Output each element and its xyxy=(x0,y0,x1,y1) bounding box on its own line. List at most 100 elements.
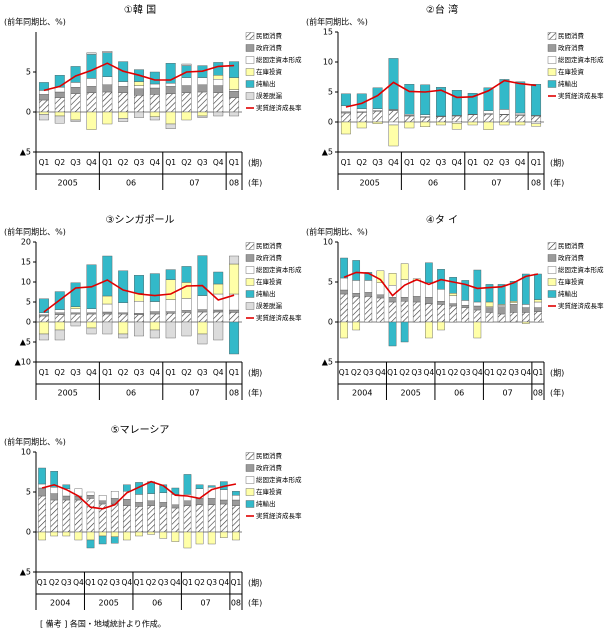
bar-segment xyxy=(54,329,65,341)
bar-segment xyxy=(229,309,240,313)
y-tick-label: 5 xyxy=(26,488,31,497)
y-tick-label: 10 xyxy=(323,58,333,67)
bar-segment xyxy=(183,500,192,506)
bar-segment xyxy=(70,111,81,121)
bar-segment xyxy=(165,123,176,130)
year-label: 2005 xyxy=(58,179,78,188)
year-label: 2005 xyxy=(401,389,421,398)
legend-swatch xyxy=(245,32,255,40)
bar-segment xyxy=(499,79,510,110)
bar-segment xyxy=(388,273,397,286)
legend-label: 政府消費 xyxy=(558,253,585,262)
chart-title: ②台 湾 xyxy=(426,3,458,16)
bar-segment xyxy=(388,110,399,123)
year-label: 06 xyxy=(454,389,464,398)
bar-segment xyxy=(436,116,446,123)
bar-segment xyxy=(229,111,240,117)
year-label: 2004 xyxy=(50,599,70,608)
bar-segment xyxy=(149,321,160,331)
bar-segment xyxy=(54,97,65,113)
bar-segment xyxy=(483,87,494,111)
legend-swatch xyxy=(245,56,255,64)
bar-segment xyxy=(70,86,81,94)
x-tick-label: Q3 xyxy=(158,578,169,587)
legend-swatch xyxy=(245,44,255,52)
legend-swatch xyxy=(245,464,255,472)
bar-segment xyxy=(521,321,530,324)
bar-segment xyxy=(38,90,49,95)
bar-segment xyxy=(38,487,46,497)
bar-segment xyxy=(207,498,216,505)
bar-segment xyxy=(372,87,383,110)
bar-segment xyxy=(165,313,176,323)
bar-segment xyxy=(372,108,383,111)
bar-segment xyxy=(534,299,542,303)
bar-segment xyxy=(102,303,113,313)
y-axis-label: (前年同期比、%) xyxy=(4,17,66,27)
x-unit: (期) xyxy=(248,159,262,168)
y-tick-label: 20 xyxy=(21,238,31,247)
bar-segment xyxy=(98,531,107,537)
bar-segment xyxy=(340,289,348,295)
legend-label: 実質経済成長率 xyxy=(256,511,302,520)
bar-segment xyxy=(165,82,176,87)
legend-label: 民間消費 xyxy=(256,31,283,40)
bar-segment xyxy=(50,531,59,537)
x-tick-label: Q2 xyxy=(496,368,507,377)
bar-segment xyxy=(181,63,192,66)
bar-segment xyxy=(531,121,542,124)
bar-segment xyxy=(86,52,97,55)
bar-segment xyxy=(197,295,208,310)
legend-label: 民間消費 xyxy=(256,241,283,250)
year-label: 07 xyxy=(503,389,513,398)
bar-segment xyxy=(147,500,155,506)
bar-segment xyxy=(449,293,457,296)
bar-segment xyxy=(436,121,446,126)
x-tick-label: Q1 xyxy=(229,158,240,167)
bar-segment xyxy=(400,321,409,343)
bar-segment xyxy=(425,303,433,323)
bar-segment xyxy=(356,112,367,123)
bar-segment xyxy=(165,299,176,312)
legend-swatch xyxy=(245,254,255,262)
bar-segment xyxy=(461,280,470,301)
legend-label: 在庫投資 xyxy=(256,487,283,496)
year-label: 06 xyxy=(126,179,136,188)
bar-segment xyxy=(207,504,216,533)
bar-segment xyxy=(159,531,168,539)
bar-segment xyxy=(232,531,240,541)
bar-segment xyxy=(38,333,49,341)
bar-segment xyxy=(86,498,95,533)
bar-segment xyxy=(213,78,224,86)
bar-segment xyxy=(420,116,431,123)
x-tick-label: Q2 xyxy=(49,578,60,587)
bar-segment xyxy=(483,110,494,114)
legend-swatch xyxy=(245,476,255,484)
growth-line xyxy=(43,62,235,92)
bar-segment xyxy=(54,74,65,88)
year-label: 2005 xyxy=(99,599,119,608)
bar-segment xyxy=(134,81,144,86)
bar-segment xyxy=(181,321,192,337)
bar-segment xyxy=(86,491,95,496)
year-label: 07 xyxy=(189,389,199,398)
bar-segment xyxy=(229,263,240,295)
year-label: 07 xyxy=(201,599,211,608)
bar-segment xyxy=(197,311,208,323)
year-label: 06 xyxy=(126,389,136,398)
bar-segment xyxy=(102,321,113,335)
bar-segment xyxy=(181,310,192,313)
bar-segment xyxy=(102,255,113,297)
bar-segment xyxy=(165,111,176,125)
bar-segment xyxy=(499,109,510,115)
y-tick-label: 5 xyxy=(328,278,333,287)
legend-label: 純輸出 xyxy=(256,79,276,88)
bar-segment xyxy=(531,115,542,123)
bar-segment xyxy=(86,54,97,79)
bar-segment xyxy=(134,94,144,113)
bar-segment xyxy=(50,493,59,501)
bar-segment xyxy=(400,263,409,280)
bar-segment xyxy=(149,273,160,302)
bar-segment xyxy=(181,85,192,93)
bar-segment xyxy=(197,333,208,345)
